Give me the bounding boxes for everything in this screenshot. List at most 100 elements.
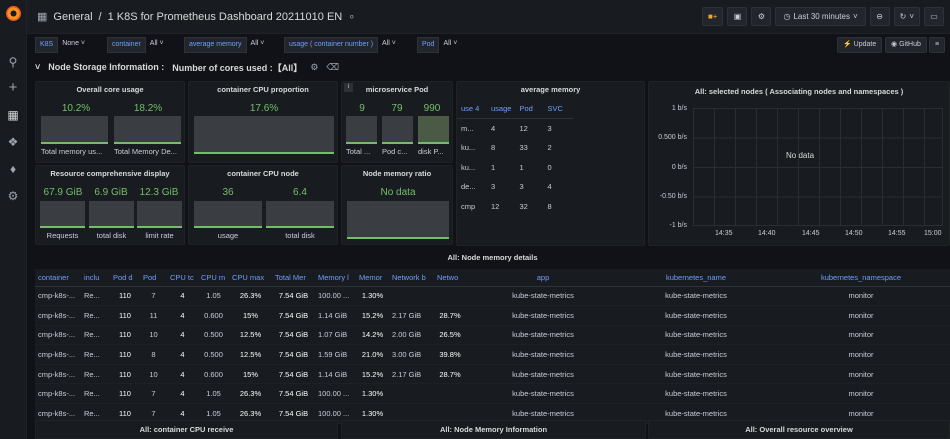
variable-value: All bbox=[382, 40, 390, 47]
column-header[interactable]: Pod bbox=[140, 269, 167, 287]
variables-bar: K8S None ˅ container All ˅ average memory A… bbox=[27, 34, 950, 56]
panel-container-cpu-receive-title[interactable]: All: container CPU receive bbox=[35, 420, 338, 439]
variable-select[interactable]: All ˅ bbox=[378, 37, 400, 53]
variable-container[interactable]: container All ˅ bbox=[107, 37, 168, 53]
time-picker-button[interactable]: ◷ Last 30 minutes ˅ bbox=[775, 7, 866, 26]
column-header[interactable]: Pod bbox=[515, 99, 544, 119]
panel-title[interactable]: All: selected nodes ( Associating nodes … bbox=[694, 87, 904, 96]
menu-button[interactable]: ≡ bbox=[929, 37, 946, 53]
column-header[interactable]: kubernetes_name bbox=[620, 269, 772, 287]
variable-usage[interactable]: usage ( container number ) All ˅ bbox=[284, 37, 400, 53]
stat-label: Total ... bbox=[346, 147, 371, 156]
panel-overall-resource-overview-title[interactable]: All: Overall resource overview bbox=[648, 420, 950, 439]
column-header[interactable]: container bbox=[35, 269, 81, 287]
monitor-icon: ▭ bbox=[930, 12, 938, 21]
table-cell: 110 bbox=[110, 325, 140, 346]
table-cell: cmp-k8s-... bbox=[35, 305, 81, 326]
tv-mode-button[interactable]: ▭ bbox=[924, 7, 944, 26]
table-row: cmp-k8s-... Re... 110 11 4 0.600 15% 7.54 GiB 1.… bbox=[35, 305, 950, 326]
table-cell: cmp bbox=[461, 201, 476, 211]
variable-label: Pod bbox=[417, 37, 440, 53]
table-row: de... 3 3 4 bbox=[457, 177, 573, 197]
table-row: cmp-k8s-... Re... 110 10 4 0.600 15% 7.54 GiB 1.… bbox=[35, 364, 950, 385]
table-cell: 7.54 GiB bbox=[272, 383, 315, 405]
variable-select[interactable]: All ˅ bbox=[246, 37, 269, 53]
column-header[interactable]: Netwo bbox=[434, 269, 466, 287]
column-header[interactable]: Pod d bbox=[110, 269, 140, 287]
column-header[interactable]: Network b bbox=[389, 269, 434, 287]
clock-icon: ◷ bbox=[783, 12, 791, 21]
dashboards-icon[interactable]: ▦ bbox=[7, 108, 19, 122]
panel-title[interactable]: microservice Pod bbox=[365, 85, 429, 94]
stat-label: total disk bbox=[285, 231, 315, 240]
plus-icon[interactable]: + bbox=[8, 79, 18, 96]
stat-background bbox=[114, 116, 181, 144]
row-header[interactable]: ˅ Node Storage Information : Number of c… bbox=[35, 58, 339, 76]
dashboard-settings-button[interactable]: ⚙ bbox=[751, 7, 772, 26]
table-cell: 11 bbox=[140, 305, 167, 326]
stat-value: No data bbox=[380, 187, 416, 198]
compass-icon[interactable]: ❖ bbox=[7, 135, 19, 149]
column-header[interactable]: use 4 bbox=[457, 99, 487, 119]
variable-k8s[interactable]: K8S None ˅ bbox=[35, 37, 90, 53]
variable-select[interactable]: All ˅ bbox=[439, 37, 462, 53]
grafana-logo-icon[interactable] bbox=[6, 6, 21, 21]
panel-title[interactable]: container CPU node bbox=[227, 169, 299, 178]
table-cell: 2 bbox=[547, 143, 552, 153]
table-cell: 28.7% bbox=[434, 305, 466, 326]
variable-value: All bbox=[443, 40, 452, 47]
github-link-button[interactable]: ◉ GitHub bbox=[885, 37, 927, 53]
column-header[interactable]: CPU max bbox=[229, 269, 272, 287]
variable-average-memory[interactable]: average memory All ˅ bbox=[184, 37, 269, 53]
trash-icon[interactable]: ⌫ bbox=[326, 61, 340, 72]
table-cell: 33 bbox=[519, 143, 528, 153]
table-cell: 1.30% bbox=[356, 383, 389, 405]
stat-value: 6.4 bbox=[293, 187, 307, 198]
panel-node-memory-information-title[interactable]: All: Node Memory Information bbox=[341, 420, 646, 439]
column-header[interactable]: CPU m bbox=[198, 269, 229, 287]
x-tick: 14:40 bbox=[758, 230, 776, 237]
panel-node-memory-ratio: Node memory ratio No data bbox=[341, 165, 453, 245]
search-icon[interactable]: ⚲ bbox=[8, 55, 18, 69]
bell-icon[interactable]: ♦ bbox=[9, 162, 17, 176]
panel-title[interactable]: average memory bbox=[520, 85, 581, 94]
column-header[interactable]: Memor bbox=[356, 269, 389, 287]
column-header[interactable]: Memory l bbox=[315, 269, 356, 287]
save-dashboard-button[interactable]: ▣ bbox=[727, 7, 748, 26]
row-subtitle: Number of cores used :【All】 bbox=[172, 62, 303, 73]
panel-title[interactable]: Resource comprehensive display bbox=[50, 169, 170, 178]
column-header[interactable]: app bbox=[466, 269, 620, 287]
panel-title[interactable]: container CPU proportion bbox=[217, 85, 309, 94]
stat-value: 79 bbox=[391, 103, 403, 114]
column-header[interactable]: CPU tc bbox=[167, 269, 198, 287]
column-header[interactable]: SVC bbox=[543, 99, 574, 119]
zoom-out-button[interactable]: ⊖ bbox=[869, 7, 890, 26]
panel-title[interactable]: Overall core usage bbox=[76, 85, 144, 94]
chevron-down-icon: ˅ bbox=[35, 62, 41, 72]
table-cell: 8 bbox=[140, 344, 167, 365]
column-header[interactable]: Total Mer bbox=[272, 269, 315, 287]
panel-title[interactable]: Node memory ratio bbox=[362, 169, 432, 178]
share-icon[interactable]: ∘ bbox=[348, 11, 356, 23]
table-cell: 4 bbox=[491, 124, 496, 133]
stat-background bbox=[418, 116, 449, 144]
column-header[interactable]: inclu bbox=[81, 269, 110, 287]
table-cell: 2.17 GiB bbox=[389, 364, 434, 385]
variable-select[interactable]: All ˅ bbox=[145, 37, 168, 53]
details-panel-title[interactable]: All: Node memory details bbox=[447, 253, 538, 262]
column-header[interactable]: usage bbox=[487, 99, 516, 119]
dashboard-title[interactable]: 1 K8S for Prometheus Dashboard 20211010 … bbox=[107, 10, 343, 23]
stat-label: disk P... bbox=[418, 147, 444, 156]
gear-icon[interactable]: ⚙ bbox=[310, 61, 319, 72]
refresh-button[interactable]: ↻ ˅ bbox=[893, 7, 920, 26]
breadcrumb-folder[interactable]: General bbox=[53, 10, 93, 23]
table-cell: cmp-k8s-... bbox=[35, 383, 81, 405]
table-row: cmp 12 32 8 bbox=[457, 197, 573, 217]
gear-icon[interactable]: ⚙ bbox=[7, 189, 19, 203]
variable-select[interactable]: None ˅ bbox=[58, 37, 90, 53]
info-icon[interactable]: i bbox=[344, 83, 353, 92]
variable-pod[interactable]: Pod All ˅ bbox=[417, 37, 462, 53]
column-header[interactable]: kubernetes_namespace bbox=[772, 269, 950, 287]
add-panel-button[interactable]: ■+ bbox=[701, 7, 724, 26]
update-link-button[interactable]: ⚡ Update bbox=[837, 37, 883, 53]
